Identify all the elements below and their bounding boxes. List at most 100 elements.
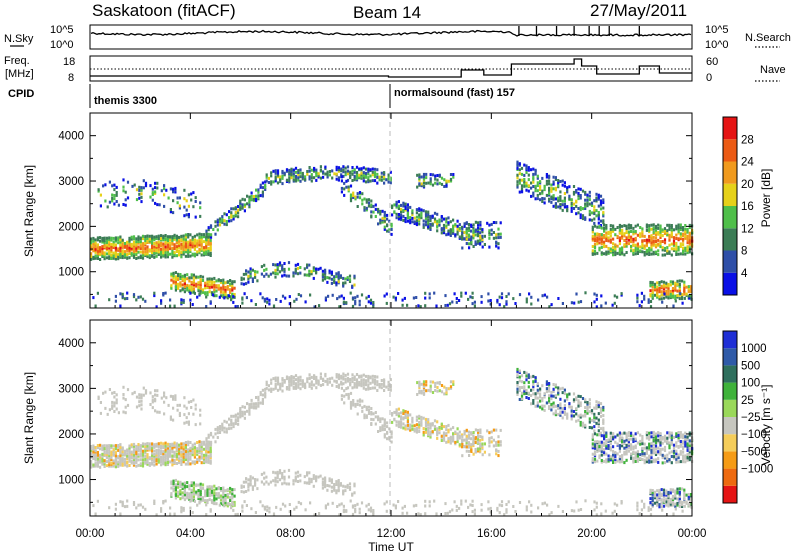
velocity-cell — [632, 434, 635, 438]
velocity-cell — [652, 458, 655, 462]
velocity-cell — [612, 449, 615, 453]
velocity-cell — [103, 459, 106, 463]
power-cell — [170, 278, 173, 282]
velocity-cell — [387, 383, 390, 387]
power-cell — [205, 245, 208, 249]
power-cell — [301, 177, 304, 181]
power-cell — [339, 275, 342, 279]
power-cell — [559, 195, 562, 199]
velocity-cell — [114, 461, 117, 465]
power-cell — [182, 237, 185, 241]
velocity-cell — [603, 430, 606, 434]
velocity-cell — [162, 456, 165, 460]
power-cell — [654, 240, 658, 243]
power-cell — [662, 283, 666, 287]
velocity-cell — [166, 461, 169, 464]
power-cell — [391, 204, 394, 208]
power-cell — [181, 287, 184, 291]
velocity-cell — [586, 411, 589, 415]
power-cell — [333, 280, 336, 284]
velocity-cell — [140, 395, 143, 399]
power-cell — [579, 187, 582, 191]
power-cell — [213, 276, 216, 280]
velocity-cell — [409, 428, 412, 432]
power-cell — [467, 223, 470, 226]
power-cell — [193, 238, 196, 242]
power-cell — [550, 187, 553, 190]
power-cell — [340, 175, 343, 179]
power-cell — [675, 237, 678, 240]
power-cell — [200, 253, 203, 257]
velocity-cell — [177, 494, 180, 498]
power-cell — [201, 279, 205, 282]
power-cell — [649, 293, 652, 297]
power-cell — [135, 198, 139, 202]
velocity-cell — [495, 440, 498, 444]
power-cell — [114, 299, 117, 303]
power-cell — [669, 294, 672, 298]
velocity-cell — [180, 458, 183, 462]
power-cell — [285, 169, 289, 173]
power-cell — [597, 211, 600, 214]
velocity-cell — [447, 437, 450, 441]
power-cell — [660, 284, 663, 288]
power-cell — [446, 303, 449, 307]
power-cell — [155, 249, 158, 253]
velocity-cell — [156, 393, 159, 397]
power-cell — [650, 245, 653, 249]
power-cell — [602, 210, 605, 214]
velocity-cell — [296, 480, 300, 483]
power-cell — [233, 280, 236, 284]
velocity-cell — [221, 428, 224, 432]
power-cell — [335, 172, 338, 176]
velocity-cell — [219, 496, 223, 500]
velocity-cell — [184, 450, 187, 453]
velocity-cell — [561, 407, 564, 411]
velocity-cell — [561, 391, 564, 395]
velocity-cell — [193, 442, 196, 446]
power-cell — [355, 175, 359, 179]
power-cell — [105, 252, 108, 256]
velocity-cell — [146, 442, 149, 446]
velocity-cell — [90, 449, 93, 452]
velocity-cell — [228, 417, 231, 421]
velocity-cell — [157, 442, 160, 446]
velocity-cell — [335, 480, 338, 484]
velocity-cell — [112, 453, 115, 457]
power-cell — [292, 168, 295, 172]
velocity-cell — [605, 439, 608, 443]
velocity-cell — [151, 395, 154, 399]
power-cell — [155, 247, 158, 251]
velocity-cell — [411, 420, 414, 424]
power-cell — [230, 219, 233, 223]
power-cell — [171, 250, 174, 254]
power-cell — [146, 255, 149, 259]
power-cell — [663, 229, 667, 233]
power-cell — [135, 257, 138, 260]
velocity-cell — [597, 418, 600, 422]
velocity-cell — [472, 436, 475, 440]
power-cell — [603, 252, 606, 256]
power-cell — [279, 177, 282, 181]
power-cell — [270, 180, 273, 184]
power-cell — [257, 190, 260, 194]
velocity-cell — [326, 488, 329, 492]
velocity-cell — [630, 445, 633, 449]
velocity-cell — [216, 431, 219, 435]
velocity-cell — [351, 373, 354, 377]
power-cell — [174, 275, 177, 279]
power-cell — [679, 245, 682, 248]
power-cell — [498, 295, 501, 299]
power-cell — [257, 188, 260, 192]
velocity-cell — [226, 492, 229, 496]
velocity-cell — [449, 385, 453, 389]
power-cell — [154, 201, 157, 205]
power-cell — [226, 287, 229, 291]
power-cell — [251, 280, 254, 283]
power-cell — [652, 239, 655, 243]
power-cell — [586, 198, 589, 202]
power-cell — [525, 181, 528, 185]
velocity-cell — [588, 405, 591, 409]
velocity-cell — [256, 487, 259, 491]
power-cell — [492, 221, 495, 224]
